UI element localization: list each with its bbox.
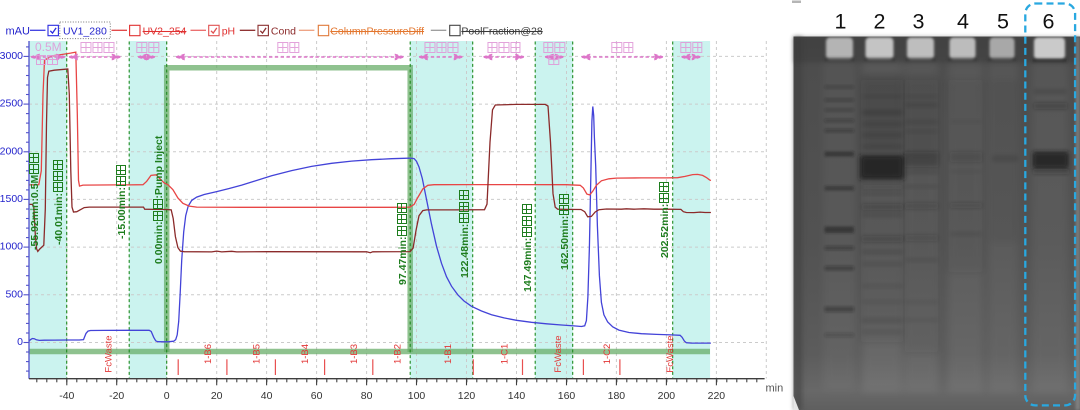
svg-text:1-B4: 1-B4: [300, 344, 311, 364]
svg-text:1500: 1500: [0, 193, 23, 205]
svg-text:2000: 2000: [0, 145, 23, 157]
svg-text:ColumnPressureDiff: ColumnPressureDiff: [330, 26, 424, 38]
svg-text:0: 0: [17, 336, 23, 348]
svg-text:Cond: Cond: [271, 26, 296, 38]
svg-text:FcWaste: FcWaste: [665, 335, 676, 372]
svg-text:220: 220: [708, 390, 726, 402]
svg-text:0: 0: [164, 390, 170, 402]
svg-text:UV2_254: UV2_254: [143, 26, 187, 38]
svg-text:1-C2: 1-C2: [602, 344, 613, 365]
svg-text:40: 40: [261, 390, 273, 402]
svg-text:1-B1: 1-B1: [443, 344, 454, 364]
svg-text:80: 80: [361, 390, 373, 402]
svg-text:1000: 1000: [0, 241, 23, 253]
svg-text:PoolFraction@28: PoolFraction@28: [461, 26, 542, 38]
svg-text:120: 120: [458, 390, 476, 402]
svg-text:FcWaste: FcWaste: [104, 335, 115, 372]
svg-text:2500: 2500: [0, 98, 23, 110]
svg-text:1-B3: 1-B3: [349, 344, 360, 364]
svg-text:500: 500: [5, 288, 23, 300]
svg-text:140: 140: [508, 390, 526, 402]
svg-text:200: 200: [658, 390, 676, 402]
svg-text:3000: 3000: [0, 50, 23, 62]
svg-text:UV1_280: UV1_280: [63, 26, 107, 38]
svg-text:100: 100: [408, 390, 426, 402]
svg-text:3: 3: [913, 10, 925, 34]
svg-text:FcWaste: FcWaste: [553, 335, 564, 372]
svg-text:1: 1: [835, 10, 847, 34]
svg-text:20: 20: [211, 390, 223, 402]
svg-text:2: 2: [874, 10, 886, 34]
svg-text:mAU: mAU: [6, 26, 31, 38]
svg-text:-40: -40: [59, 390, 74, 402]
svg-text:5: 5: [997, 10, 1009, 34]
svg-text:180: 180: [608, 390, 626, 402]
svg-text:60: 60: [311, 390, 323, 402]
svg-text:1-B2: 1-B2: [392, 344, 403, 364]
svg-text:pH: pH: [222, 26, 235, 38]
svg-text:4: 4: [957, 10, 969, 34]
svg-text:-20: -20: [109, 390, 124, 402]
svg-text:160: 160: [558, 390, 576, 402]
svg-text:min: min: [766, 383, 784, 395]
svg-text:1-B5: 1-B5: [252, 344, 263, 364]
svg-text:6: 6: [1043, 10, 1055, 34]
svg-text:1-B6: 1-B6: [203, 344, 214, 364]
svg-text:1-C1: 1-C1: [500, 344, 511, 365]
